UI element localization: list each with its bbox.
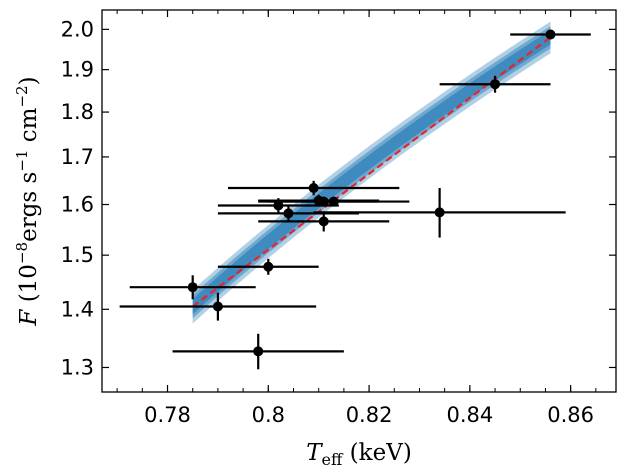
data-point bbox=[217, 198, 339, 213]
x-tick-label: 0.82 bbox=[346, 403, 393, 427]
x-tick-label: 0.86 bbox=[547, 403, 594, 427]
y-tick-label: 2.0 bbox=[61, 17, 94, 41]
x-tick-label: 0.84 bbox=[446, 403, 493, 427]
band-layer-3 bbox=[192, 30, 551, 315]
x-tick-label: 0.8 bbox=[252, 403, 285, 427]
x-axis-ticks: 0.78 0.8 0.82 0.84 0.86 bbox=[116, 10, 597, 427]
fit-line bbox=[192, 36, 552, 308]
y-axis-label-part3: cm bbox=[16, 107, 42, 149]
y-axis-label-exp2: −1 bbox=[13, 150, 31, 172]
y-tick-label: 1.9 bbox=[61, 58, 94, 82]
y-tick-label: 1.5 bbox=[61, 243, 94, 267]
y-axis-label: F (10−8ergs s−1 cm−2) bbox=[13, 76, 42, 326]
point-marker bbox=[212, 301, 223, 312]
data-point bbox=[439, 75, 551, 93]
x-tick-label: 0.78 bbox=[144, 403, 191, 427]
y-tick-label: 1.6 bbox=[61, 193, 94, 217]
x-axis-label: Teff (keV) bbox=[306, 440, 412, 469]
data-point bbox=[258, 211, 390, 232]
y-tick-label: 1.4 bbox=[61, 297, 94, 321]
y-axis-label-part1: (10 bbox=[16, 264, 42, 310]
point-marker bbox=[318, 216, 329, 227]
y-axis-ticks: 1.3 1.4 1.5 1.6 1.7 1.8 1.9 2.0 bbox=[61, 17, 616, 379]
y-axis-label-part2: ergs s bbox=[16, 172, 42, 242]
data-point bbox=[217, 258, 319, 275]
data-points bbox=[119, 29, 591, 370]
plot-frame bbox=[101, 9, 617, 393]
point-marker bbox=[490, 79, 501, 90]
y-axis-label-var: F bbox=[16, 309, 42, 327]
point-marker bbox=[273, 200, 284, 211]
point-marker bbox=[308, 183, 319, 194]
point-marker bbox=[263, 261, 274, 272]
point-marker bbox=[545, 29, 556, 40]
point-marker bbox=[187, 282, 198, 293]
data-point bbox=[129, 275, 256, 300]
y-axis-label-exp3: −2 bbox=[13, 85, 31, 107]
data-point bbox=[119, 292, 317, 321]
data-point bbox=[227, 180, 400, 196]
y-tick-label: 1.3 bbox=[61, 355, 94, 379]
x-axis-label-sub: eff bbox=[322, 450, 344, 469]
y-axis-label-close: ) bbox=[16, 76, 42, 85]
data-point bbox=[510, 29, 591, 40]
y-axis-label-exp1: −8 bbox=[13, 242, 31, 264]
data-point bbox=[172, 333, 344, 370]
x-axis-label-rest: (keV) bbox=[342, 440, 411, 466]
data-point bbox=[217, 205, 359, 221]
point-marker bbox=[328, 196, 339, 207]
point-marker bbox=[283, 208, 294, 219]
point-marker bbox=[253, 346, 264, 357]
y-tick-label: 1.8 bbox=[61, 100, 94, 124]
point-marker bbox=[434, 207, 445, 218]
best-fit-line bbox=[192, 36, 552, 308]
x-axis-label-main: T bbox=[306, 440, 323, 466]
y-tick-label: 1.7 bbox=[61, 145, 94, 169]
